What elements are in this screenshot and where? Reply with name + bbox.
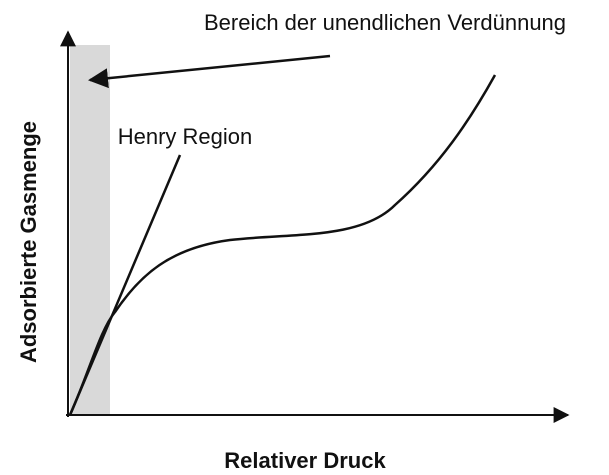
dilution-band bbox=[70, 45, 110, 415]
region-label: Henry Region bbox=[118, 124, 253, 149]
annotation-arrow bbox=[88, 54, 331, 89]
x-axis-label: Relativer Druck bbox=[224, 448, 386, 473]
y-axis-label: Adsorbierte Gasmenge bbox=[16, 121, 41, 363]
isotherm-curve bbox=[68, 74, 497, 416]
annotation: Bereich der unendlichen Verdünnung bbox=[204, 10, 566, 35]
